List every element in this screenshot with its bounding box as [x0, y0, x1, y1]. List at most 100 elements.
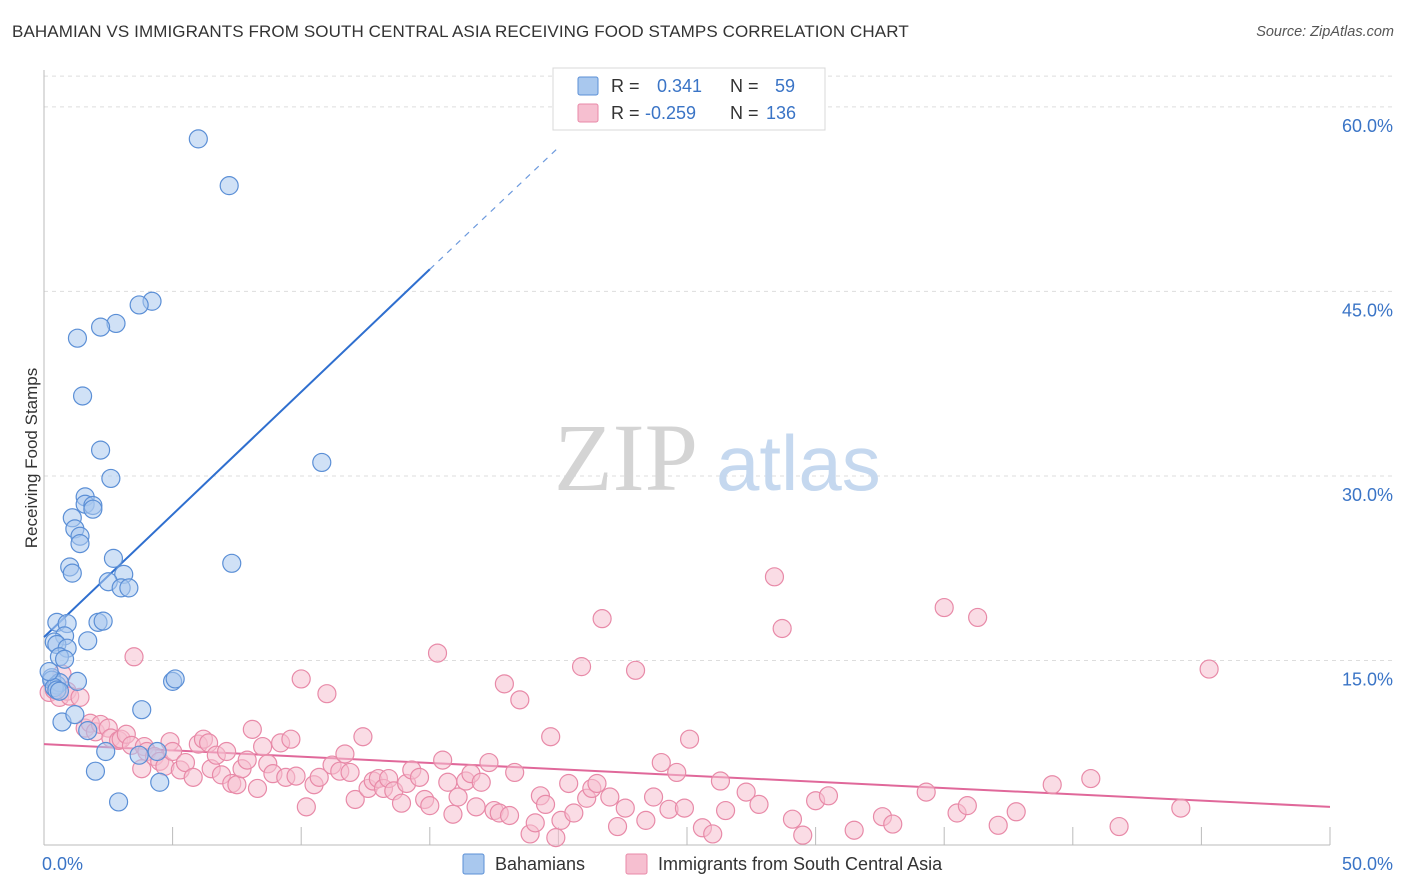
point-immigrants	[674, 798, 695, 818]
point-immigrants	[541, 727, 561, 747]
legend-top: R = 0.341 N = 59 R = -0.259 N = 136	[552, 67, 826, 131]
legend-swatch-immigrants	[577, 103, 599, 123]
point-immigrants	[934, 597, 954, 618]
point-immigrants	[559, 773, 579, 794]
data-points	[39, 129, 1219, 848]
point-immigrants	[643, 787, 664, 807]
point-immigrants	[427, 643, 448, 663]
point-bahamians	[150, 772, 170, 792]
point-immigrants	[340, 762, 360, 783]
point-immigrants	[1006, 802, 1026, 822]
point-immigrants	[636, 810, 656, 830]
point-immigrants	[1199, 659, 1219, 679]
point-immigrants	[309, 767, 329, 787]
point-immigrants	[335, 744, 355, 764]
legend-r-label-2: R =	[611, 103, 640, 123]
y-axis-label: Receiving Food Stamps	[22, 368, 41, 548]
legend-n-label-1: N =	[730, 76, 759, 96]
point-immigrants	[286, 766, 306, 786]
point-immigrants	[353, 727, 373, 747]
point-immigrants	[546, 828, 566, 848]
point-immigrants	[625, 660, 646, 680]
y-tick-labels: 15.0% 30.0% 45.0% 60.0%	[1342, 116, 1393, 690]
point-immigrants	[175, 752, 196, 773]
gridlines	[44, 75, 1395, 661]
point-immigrants	[345, 789, 365, 810]
point-immigrants	[764, 567, 785, 587]
point-immigrants	[471, 772, 491, 792]
point-bahamians	[129, 745, 149, 765]
x-tick-label: 50.0%	[1342, 854, 1393, 874]
x-tick-labels: 0.0% 50.0%	[42, 854, 1393, 874]
point-immigrants	[217, 741, 237, 762]
point-bahamians	[96, 741, 116, 762]
point-immigrants	[564, 803, 584, 823]
y-tick-label: 15.0%	[1342, 669, 1393, 689]
point-immigrants	[679, 729, 700, 749]
legend-r-value-2: -0.259	[645, 103, 696, 123]
point-bahamians	[62, 563, 82, 583]
point-immigrants	[237, 750, 257, 770]
watermark: ZIP atlas	[554, 404, 881, 511]
point-immigrants	[70, 687, 90, 707]
point-immigrants	[525, 813, 545, 833]
point-bahamians	[90, 317, 111, 337]
legend-n-value-2: 136	[766, 103, 796, 123]
point-immigrants	[242, 719, 262, 739]
point-immigrants	[183, 767, 203, 787]
point-immigrants	[505, 762, 525, 783]
point-immigrants	[433, 750, 453, 770]
point-bahamians	[147, 741, 167, 762]
point-bahamians	[188, 129, 208, 149]
point-immigrants	[968, 607, 988, 628]
point-immigrants	[499, 805, 520, 826]
point-bahamians	[49, 681, 70, 701]
bottom-legend-swatch-bahamians	[462, 853, 485, 875]
point-immigrants	[1042, 775, 1062, 795]
trend-line-bahamians-extension	[429, 147, 559, 270]
point-bahamians	[101, 468, 121, 489]
point-immigrants	[844, 820, 864, 840]
point-immigrants	[988, 815, 1008, 835]
point-immigrants	[818, 786, 839, 806]
bottom-legend-swatch-immigrants	[625, 853, 648, 875]
point-immigrants	[615, 798, 635, 818]
point-bahamians	[90, 440, 111, 460]
point-bahamians	[85, 761, 106, 781]
bottom-legend-label-immigrants: Immigrants from South Central Asia	[658, 854, 943, 874]
point-bahamians	[65, 705, 85, 725]
point-immigrants	[443, 804, 463, 824]
point-bahamians	[67, 328, 88, 348]
point-immigrants	[667, 762, 687, 783]
bottom-legend-label-bahamians: Bahamians	[495, 854, 585, 874]
point-immigrants	[296, 797, 316, 817]
legend-swatch-bahamians	[577, 76, 599, 96]
point-bahamians	[67, 671, 88, 691]
point-immigrants	[571, 657, 592, 677]
point-bahamians	[78, 631, 98, 651]
point-immigrants	[607, 816, 628, 837]
point-immigrants	[494, 674, 514, 694]
point-immigrants	[703, 824, 723, 844]
point-immigrants	[749, 794, 769, 815]
point-bahamians	[219, 176, 239, 196]
legend-bottom: Bahamians Immigrants from South Central …	[462, 853, 943, 875]
point-immigrants	[883, 814, 903, 834]
point-bahamians	[165, 669, 185, 689]
point-bahamians	[70, 534, 90, 554]
point-bahamians	[108, 792, 129, 812]
watermark-atlas: atlas	[716, 419, 881, 507]
point-bahamians	[78, 720, 98, 741]
point-bahamians	[129, 295, 149, 315]
point-immigrants	[535, 794, 556, 815]
point-immigrants	[448, 787, 468, 807]
point-immigrants	[420, 796, 440, 816]
point-bahamians	[72, 386, 93, 406]
point-immigrants	[253, 736, 273, 757]
legend-r-value-1: 0.341	[657, 76, 702, 96]
point-bahamians	[54, 649, 75, 669]
point-immigrants	[281, 729, 301, 749]
point-bahamians	[93, 611, 113, 631]
point-immigrants	[587, 773, 607, 794]
